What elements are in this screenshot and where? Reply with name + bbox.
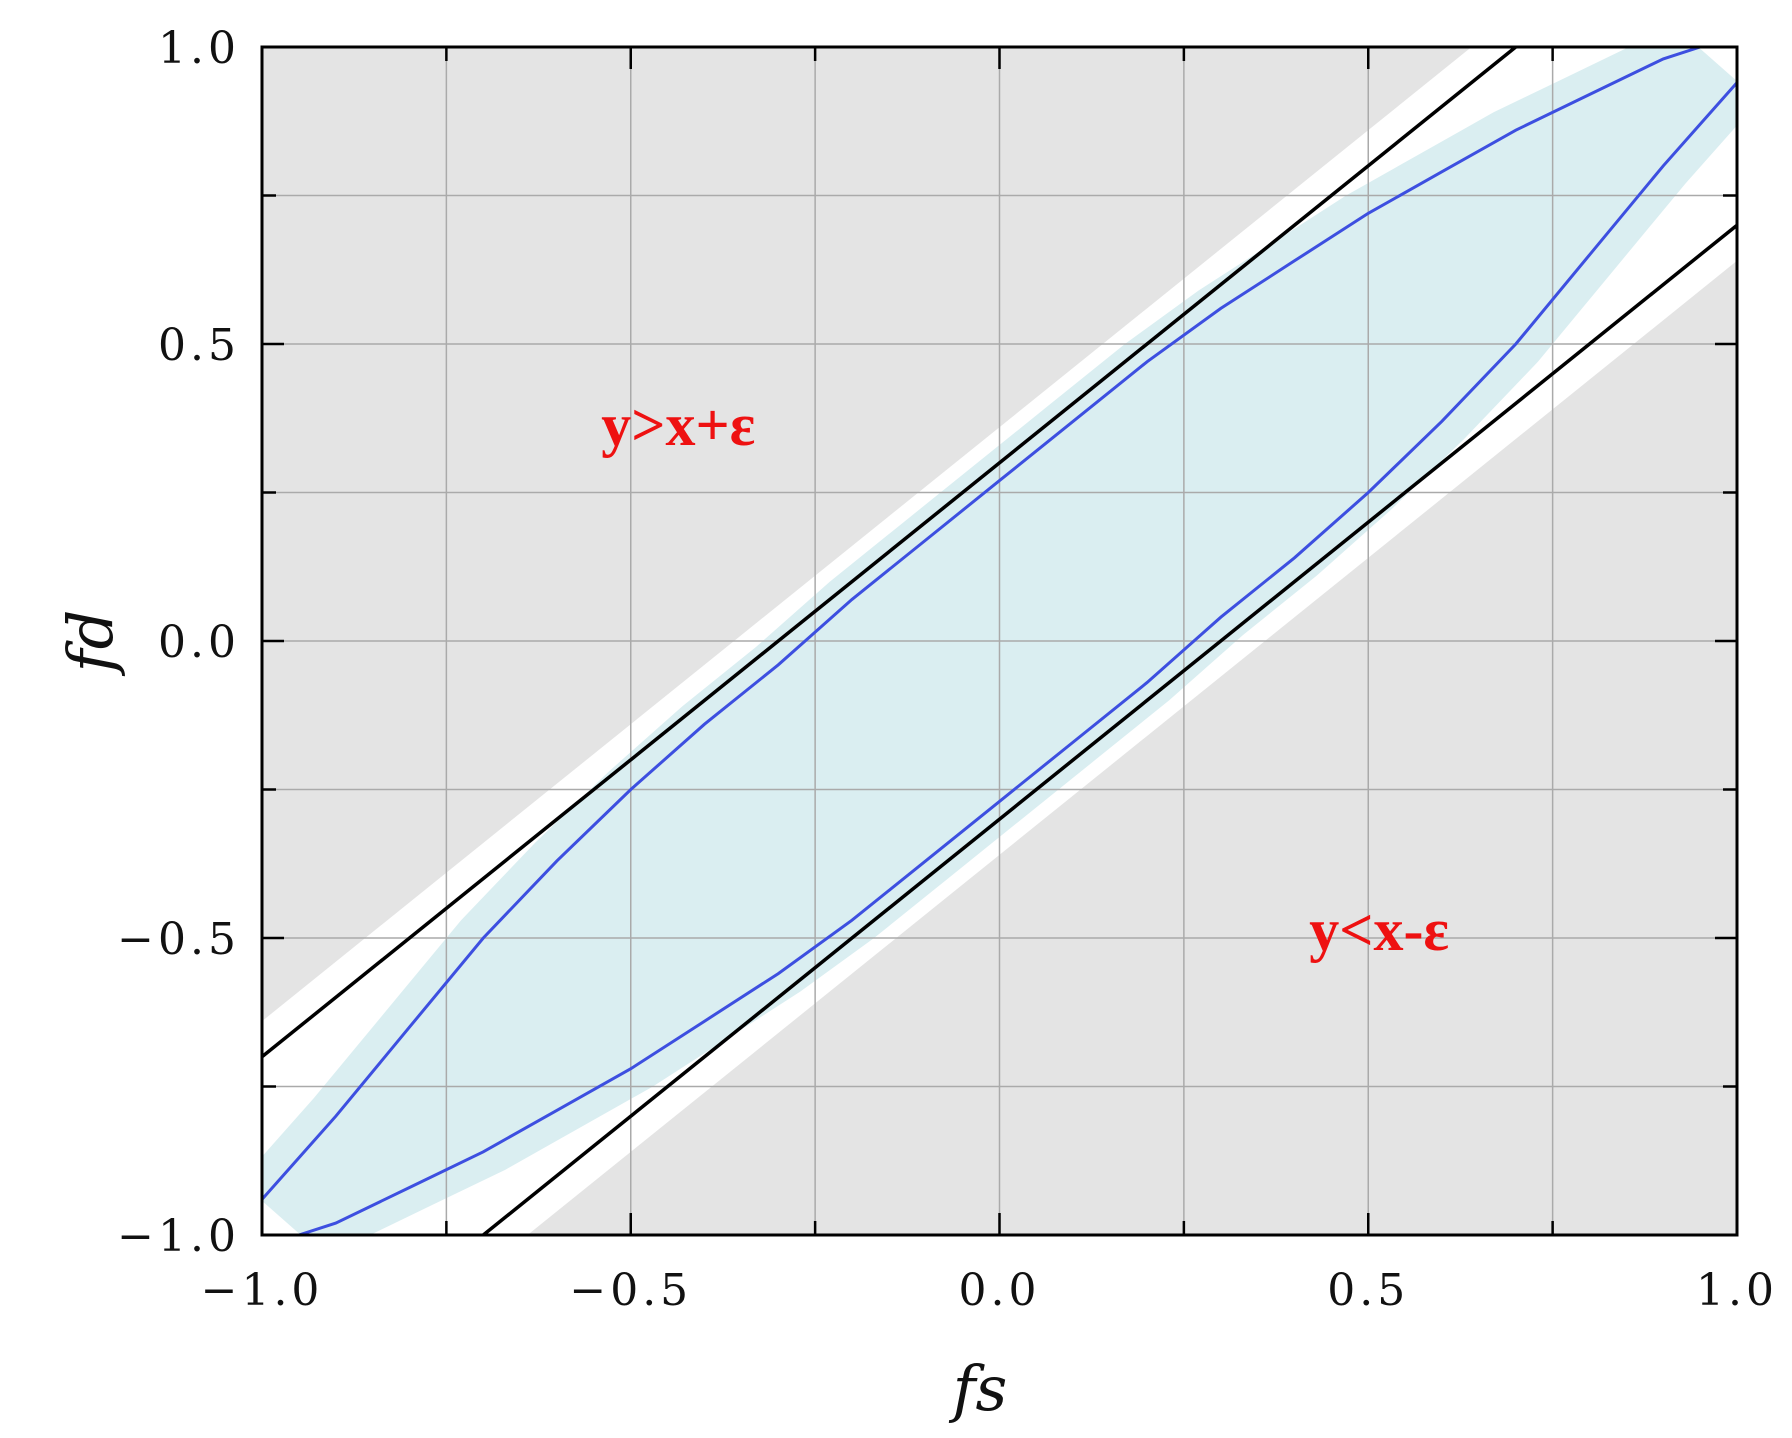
grid xyxy=(262,47,1737,1235)
x-tick-label: 0.0 xyxy=(959,1265,1041,1316)
lower-boundary-line xyxy=(480,223,1737,1235)
annotation-above-band: y>x+ε xyxy=(601,392,755,458)
x-axis-title: fs xyxy=(949,1352,1008,1425)
x-tick-label: −0.5 xyxy=(569,1265,692,1316)
x-tick-label: 0.5 xyxy=(1327,1265,1409,1316)
annotation-below-band: y<x-ε xyxy=(1309,897,1449,963)
plot-area xyxy=(260,45,1739,1237)
y-axis-title: fd xyxy=(54,610,127,677)
y-tick-label: 0.0 xyxy=(158,617,240,668)
x-tick-label: 1.0 xyxy=(1696,1265,1778,1316)
curve-lower-branch xyxy=(298,81,1737,1235)
upper-boundary-line xyxy=(262,47,1519,1059)
y-tick-label: −0.5 xyxy=(117,914,240,965)
y-tick-label: 1.0 xyxy=(158,23,240,74)
curve-upper-branch xyxy=(262,47,1701,1201)
x-tick-label: −1.0 xyxy=(201,1265,324,1316)
y-tick-label: −1.0 xyxy=(117,1211,240,1262)
y-tick-label: 0.5 xyxy=(158,320,240,371)
